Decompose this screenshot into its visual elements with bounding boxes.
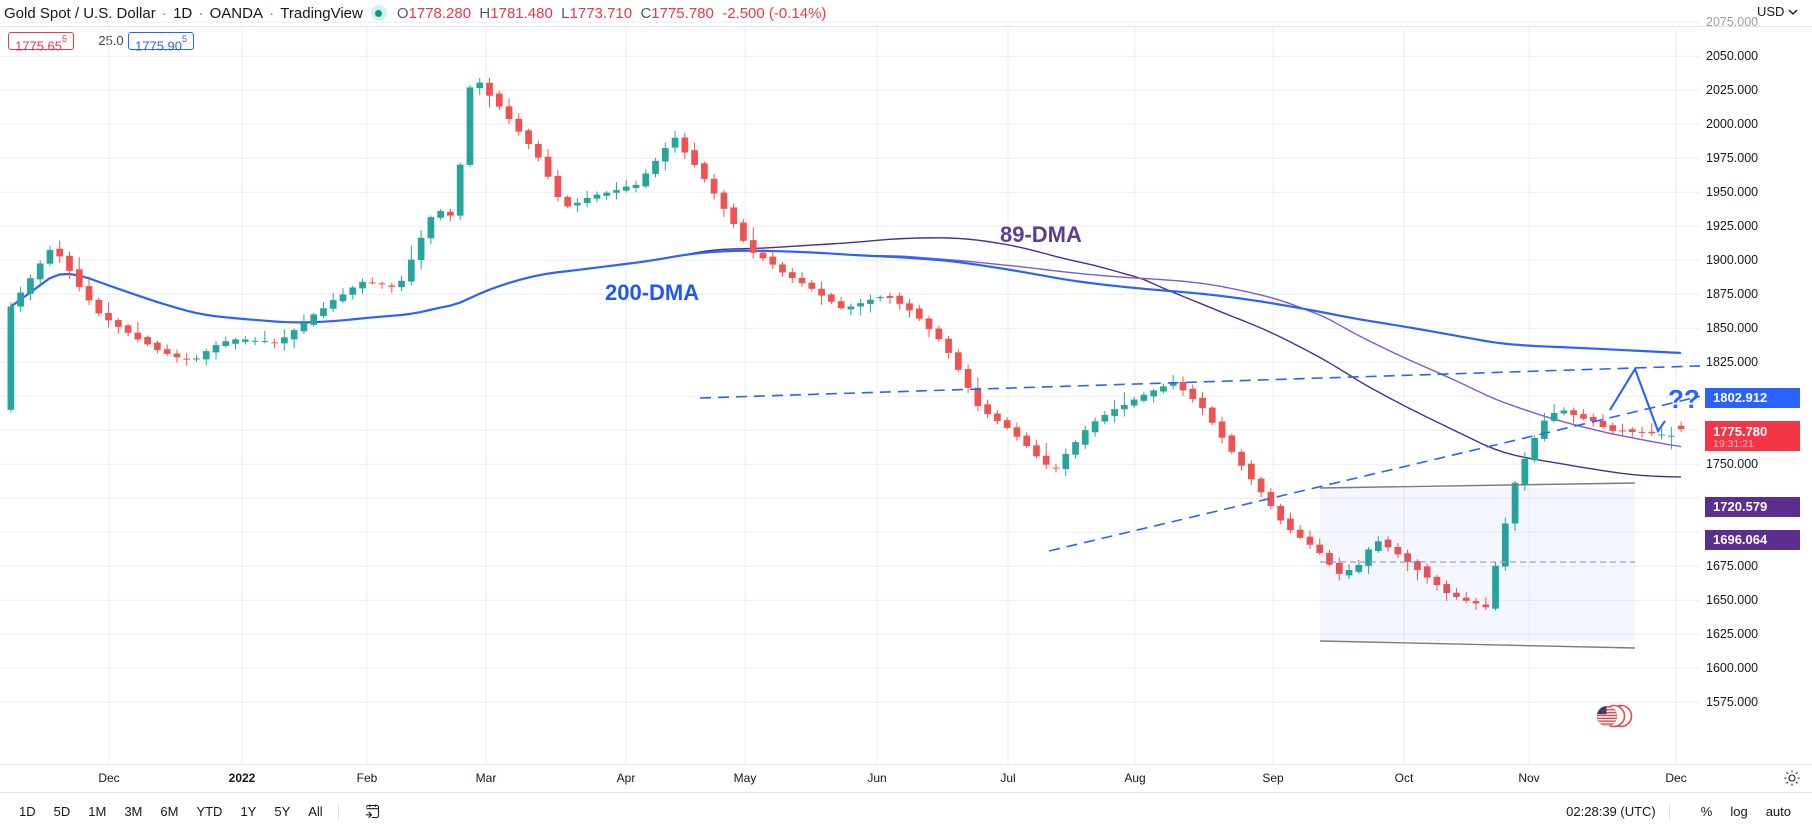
- svg-text:89-DMA: 89-DMA: [1000, 222, 1082, 247]
- svg-text:??: ??: [1668, 384, 1700, 414]
- svg-text:200-DMA: 200-DMA: [605, 280, 699, 305]
